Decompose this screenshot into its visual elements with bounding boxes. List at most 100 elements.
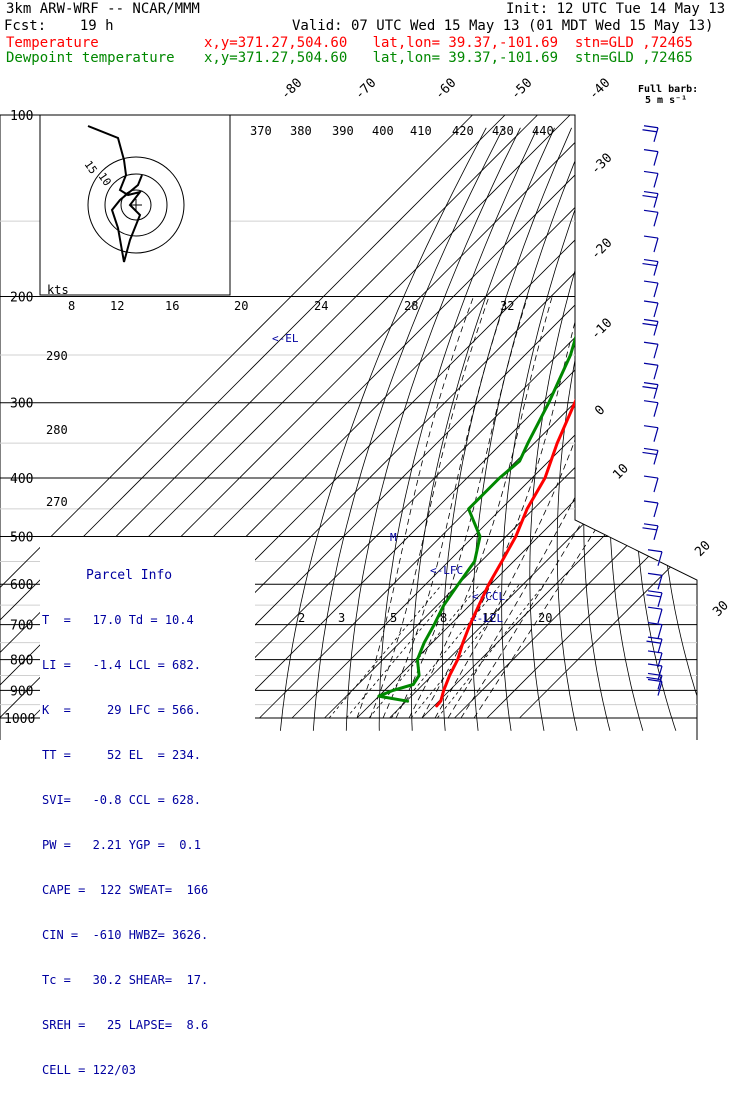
hodograph-unit-label: kts (47, 283, 69, 297)
parcel-row: CAPE = 122 SWEAT= 166 (42, 883, 254, 898)
wind-barb-staff (658, 625, 662, 639)
dry-adiabat-line (706, 128, 740, 731)
wind-barb-flag (644, 192, 658, 194)
isotherm-line (292, 115, 740, 718)
wind-barb-flag (647, 595, 661, 597)
pressure-tick-label: 1000 (4, 712, 35, 727)
wind-barb-staff (654, 344, 658, 358)
hodograph-speed-label: 24 (314, 299, 328, 313)
dry-adiabat-line (557, 128, 640, 731)
wind-barb-staff (654, 238, 658, 252)
wind-barb-flag (643, 528, 657, 530)
level-annotation: <-EL (272, 332, 299, 345)
wind-barb-flag (644, 260, 658, 262)
theta-label: 420 (452, 124, 474, 138)
isotherm-label: -20 (588, 236, 615, 263)
wind-barb-flag (644, 426, 658, 428)
wind-barb-flag (644, 501, 658, 503)
wind-barb-flag (643, 264, 657, 266)
moist-adiabat-line (461, 297, 699, 719)
mixing-ratio-label: 20 (538, 611, 552, 625)
theta-label: 370 (250, 124, 272, 138)
parcel-info-title: Parcel Info (42, 568, 254, 583)
wind-barb-staff (654, 283, 658, 297)
isotherm-label: 20 (692, 538, 714, 560)
parcel-row: PW = 2.21 YGP = 0.1 (42, 838, 254, 853)
wind-barb-flag (644, 383, 658, 385)
pressure-tick-label: 900 (10, 684, 33, 699)
dewpoint-location: x,y=371.27,504.60 lat,lon= 39.37,-101.69… (204, 51, 693, 66)
isotherm-line (390, 115, 740, 718)
wind-barb-staff (654, 321, 658, 335)
wind-barb-staff (654, 262, 658, 276)
wind-barb-flag (644, 401, 658, 403)
wind-barb-flag (644, 342, 658, 344)
wind-barb-staff (654, 303, 658, 317)
wind-barb-flag (648, 637, 662, 639)
temperature-legend: Temperature (6, 36, 99, 51)
isotherm-line (487, 115, 740, 718)
hodograph-speed-label: 28 (404, 299, 418, 313)
parcel-row: TT = 52 EL = 234. (42, 748, 254, 763)
moist-adiabat-line (422, 297, 582, 719)
barb-legend-title: Full barb: (638, 84, 698, 95)
wind-barb-flag (644, 524, 658, 526)
wind-barb-flag (648, 573, 662, 575)
wind-barb-staff (658, 639, 662, 653)
theta-label: 290 (46, 349, 68, 363)
wind-barb-flag (644, 150, 658, 152)
isotherm-line (325, 115, 740, 718)
barb-legend-unit: 5 m s⁻¹ (645, 95, 687, 106)
wind-barb-flag (648, 607, 662, 609)
mixing-ratio-label: 5 (390, 611, 397, 625)
temperature-location: x,y=371.27,504.60 lat,lon= 39.37,-101.69… (204, 36, 693, 51)
dry-adiabat-line (379, 128, 537, 731)
theta-label: 380 (290, 124, 312, 138)
wind-barb-flag (644, 476, 658, 478)
parcel-row: T = 17.0 Td = 10.4 (42, 613, 254, 628)
pressure-tick-label: 800 (10, 654, 33, 669)
dry-adiabat-line (659, 128, 709, 731)
pressure-tick-label: 600 (10, 578, 33, 593)
parcel-row: CELL = 122/03 (42, 1063, 254, 1078)
wind-barb-flag (643, 130, 657, 132)
isotherm-label: -30 (588, 151, 615, 178)
dry-adiabat-line (729, 128, 740, 731)
theta-label: 400 (372, 124, 394, 138)
pressure-tick-label: 500 (10, 530, 33, 545)
dry-adiabat-line (610, 128, 674, 731)
theta-label: 270 (46, 495, 68, 509)
isotherm-label: -40 (586, 76, 613, 103)
wind-barb-staff (654, 365, 658, 379)
wind-barb-flag (643, 387, 657, 389)
sounding-traces (379, 115, 740, 706)
pressure-tick-label: 100 (10, 109, 33, 124)
pressure-tick-label: 300 (10, 397, 33, 412)
moist-adiabat-line (435, 297, 617, 719)
parcel-row: LI = -1.4 LCL = 682. (42, 658, 254, 673)
parcel-row: CIN = -610 HWBZ= 3626. (42, 928, 254, 943)
dry-adiabat-line (443, 128, 572, 731)
theta-label: 430 (492, 124, 514, 138)
dry-adiabat-line (635, 128, 691, 731)
theta-label: 410 (410, 124, 432, 138)
hodograph-speed-label: 32 (500, 299, 514, 313)
dry-adiabat-line (683, 128, 740, 731)
wind-barb-flag (644, 210, 658, 212)
wind-barbs (643, 126, 663, 696)
dry-adiabat-line (584, 128, 657, 731)
wind-barb-staff (654, 173, 658, 187)
dewpoint-trace (379, 115, 733, 701)
hodograph-speed-label: 20 (234, 299, 248, 313)
isotherm-line (260, 115, 740, 718)
wind-barb-flag (643, 452, 657, 454)
parcel-row: K = 29 LFC = 566. (42, 703, 254, 718)
parcel-info-panel: Parcel Info T = 17.0 Td = 10.4 LI = -1.4… (42, 538, 254, 1093)
level-annotation-m: M (390, 531, 397, 544)
mixing-ratio-label: 2 (298, 611, 305, 625)
moist-adiabat-line (474, 297, 735, 719)
theta-label: 440 (532, 124, 554, 138)
dry-adiabat-line (530, 128, 623, 731)
wind-barb-flag (644, 236, 658, 238)
mixing-ratio-line (437, 584, 544, 718)
